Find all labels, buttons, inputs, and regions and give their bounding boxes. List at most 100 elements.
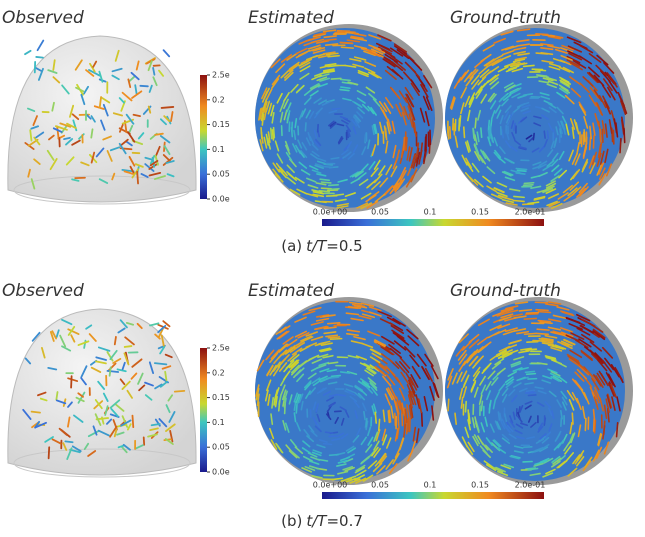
colorbar-tick-label: 0.05 <box>212 170 230 179</box>
ground-truth-field <box>445 24 633 212</box>
flow-arrow <box>526 349 536 350</box>
flow-arrow <box>279 401 280 411</box>
caption-label: (b) <box>281 512 302 530</box>
flow-arrow <box>537 329 549 330</box>
estimated-label: Estimated <box>248 8 334 28</box>
colorbar-tick-label: 0.15 <box>471 208 489 217</box>
observed-arrow <box>155 363 166 364</box>
observed-arrow <box>65 441 72 442</box>
observed-arrow <box>49 447 50 458</box>
flow-arrow <box>584 130 585 142</box>
flow-arrow <box>602 129 603 142</box>
flow-arrow <box>466 402 467 412</box>
flow-arrow <box>330 455 339 456</box>
observed-arrow <box>165 372 166 380</box>
caption-variable: t/T <box>306 237 328 255</box>
flow-arrow <box>326 432 333 433</box>
colorbar-tick-label: 0.1 <box>424 208 437 217</box>
flow-arrow <box>524 318 536 319</box>
estimated-label: Estimated <box>248 281 334 301</box>
flow-arrow <box>518 169 526 170</box>
flow-arrow <box>481 128 482 137</box>
flow-arrow <box>536 310 548 311</box>
flow-arrow <box>332 376 341 377</box>
flow-arrow <box>535 302 547 303</box>
observed-arrow <box>56 392 57 400</box>
colorbar-tick-label: 0.1 <box>212 145 225 154</box>
flow-arrow <box>544 131 545 138</box>
observed-arrow <box>91 129 92 137</box>
flow-arrow <box>328 56 339 57</box>
caption-label: (a) <box>281 237 302 255</box>
caption-variable: t/T <box>306 512 328 530</box>
flow-arrow <box>272 130 273 140</box>
flow-arrow <box>386 128 387 139</box>
flow-arrow <box>332 108 340 109</box>
observed-arrow <box>152 424 160 425</box>
flow-arrow <box>402 413 403 425</box>
observed-arrow <box>32 412 40 413</box>
flow-arrow <box>331 78 341 79</box>
flow-arrow <box>324 444 332 445</box>
flow-arrow <box>328 323 340 324</box>
observed-arrow <box>125 346 132 347</box>
flow-arrow <box>388 411 389 423</box>
colorbar-tick-label: 0.15 <box>471 481 489 490</box>
flow-arrow <box>572 413 573 424</box>
sphere-shell <box>8 309 196 475</box>
flow-arrow <box>296 404 297 413</box>
colorbar-tick-label: 2.5e <box>212 71 230 80</box>
flow-arrow <box>538 312 550 313</box>
colorbar-tick-label: 0.1 <box>212 418 225 427</box>
flow-arrow <box>516 173 525 174</box>
flow-arrow <box>379 419 380 430</box>
flow-arrow <box>524 185 533 186</box>
flow-arrow <box>448 399 449 410</box>
flow-arrow <box>375 412 376 423</box>
observed-arrow <box>38 41 44 51</box>
flow-arrow <box>489 120 490 129</box>
colorbar-tick-label: 0.05 <box>371 481 389 490</box>
ground-truth-field <box>445 297 633 485</box>
observed-arrow <box>64 138 70 139</box>
flow-arrow <box>617 423 618 437</box>
flow-arrow <box>475 118 476 128</box>
colorbar-tick-label: 0.0e+00 <box>313 208 348 217</box>
flow-arrow <box>481 401 482 410</box>
flow-arrow <box>536 53 547 54</box>
flow-arrow <box>473 128 474 138</box>
figure: ObservedEstimatedGround-truth2.5e0.20.15… <box>0 0 645 537</box>
observed-arrow <box>137 172 138 184</box>
observed-sphere <box>8 309 196 477</box>
flow-arrow <box>366 419 367 427</box>
colorbar-tick-label: 2.0e-01 <box>515 481 546 490</box>
flow-arrow <box>338 395 345 396</box>
flow-arrow <box>329 185 338 186</box>
caption-value: =0.5 <box>326 237 362 255</box>
observed-arrow <box>150 323 158 325</box>
observed-arrow <box>36 57 43 58</box>
flow-arrow <box>600 129 601 142</box>
colorbar-tick-label: 0.0e <box>212 195 230 204</box>
flow-arrow <box>548 131 549 138</box>
flow-arrow <box>261 128 262 139</box>
flow-arrow <box>395 413 396 425</box>
flow-arrow <box>331 339 342 340</box>
estimated-field <box>255 24 443 212</box>
observed-arrow <box>30 130 31 140</box>
flow-arrow <box>561 418 562 426</box>
flow-arrow <box>322 182 331 183</box>
flow-arrow <box>422 412 423 426</box>
colorbar-tick-label: 0.2 <box>212 95 225 104</box>
flow-arrow <box>526 314 538 315</box>
caption: (b)t/T=0.7 <box>281 512 363 530</box>
flow-arrow <box>525 333 536 334</box>
caption: (a)t/T=0.5 <box>281 237 362 255</box>
colorbar-tick-label: 0.15 <box>212 393 230 402</box>
flow-arrow <box>329 189 339 190</box>
flow-arrow <box>526 371 535 372</box>
flow-arrow <box>305 123 306 131</box>
flow-arrow <box>514 196 524 197</box>
flow-arrow <box>517 170 526 171</box>
flow-arrow <box>620 139 621 153</box>
